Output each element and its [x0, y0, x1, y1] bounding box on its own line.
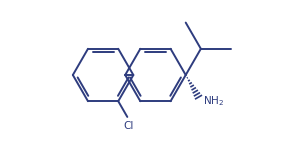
Text: NH$_2$: NH$_2$	[203, 94, 224, 108]
Text: Cl: Cl	[123, 121, 133, 131]
